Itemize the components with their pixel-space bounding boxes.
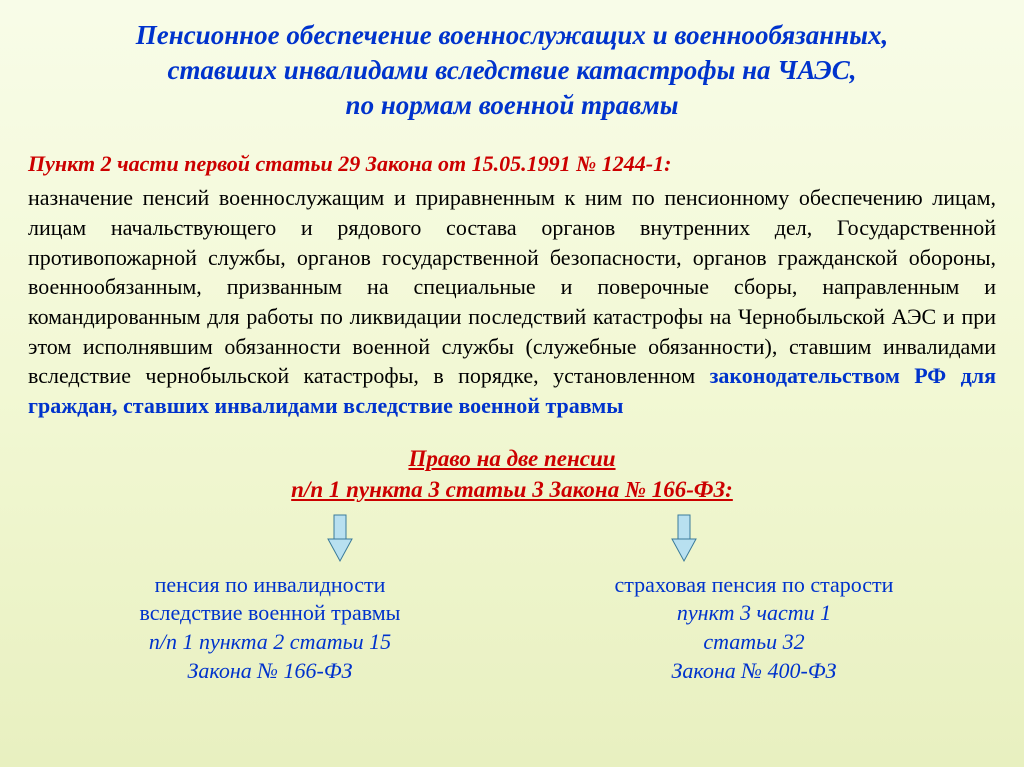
right-line-1: страховая пенсия по старости <box>615 572 894 597</box>
arrow-down-icon <box>320 513 360 565</box>
body-paragraph: назначение пенсий военнослужащим и прира… <box>28 183 996 421</box>
right-line-3: статьи 32 <box>703 629 804 654</box>
arrow-down-icon <box>664 513 704 565</box>
right-column: страховая пенсия по старости пункт 3 час… <box>542 571 966 685</box>
right-line-2: пункт 3 части 1 <box>677 600 831 625</box>
title-line-1: Пенсионное обеспечение военнослужащих и … <box>136 20 889 50</box>
arrow-row <box>28 513 996 565</box>
subtitle: Право на две пенсии п/п 1 пункта 3 стать… <box>28 443 996 505</box>
subtitle-line-2: п/п 1 пункта 3 статьи 3 Закона № 166-ФЗ: <box>291 477 733 502</box>
left-line-4: Закона № 166-ФЗ <box>188 658 353 683</box>
left-line-3: п/п 1 пункта 2 статьи 15 <box>149 629 391 654</box>
body-prefix: назначение пенсий военнослужащим и прира… <box>28 185 996 388</box>
subtitle-line-1: Право на две пенсии <box>408 446 615 471</box>
left-line-2: вследствие военной травмы <box>140 600 401 625</box>
law-reference: Пункт 2 части первой статьи 29 Закона от… <box>28 151 996 177</box>
right-line-4: Закона № 400-ФЗ <box>672 658 837 683</box>
title-line-3: по нормам военной травмы <box>346 90 679 120</box>
left-line-1: пенсия по инвалидности <box>155 572 386 597</box>
left-column: пенсия по инвалидности вследствие военно… <box>58 571 482 685</box>
title-line-2: ставших инвалидами вследствие катастрофы… <box>167 55 856 85</box>
columns: пенсия по инвалидности вследствие военно… <box>28 571 996 685</box>
main-title: Пенсионное обеспечение военнослужащих и … <box>28 18 996 123</box>
